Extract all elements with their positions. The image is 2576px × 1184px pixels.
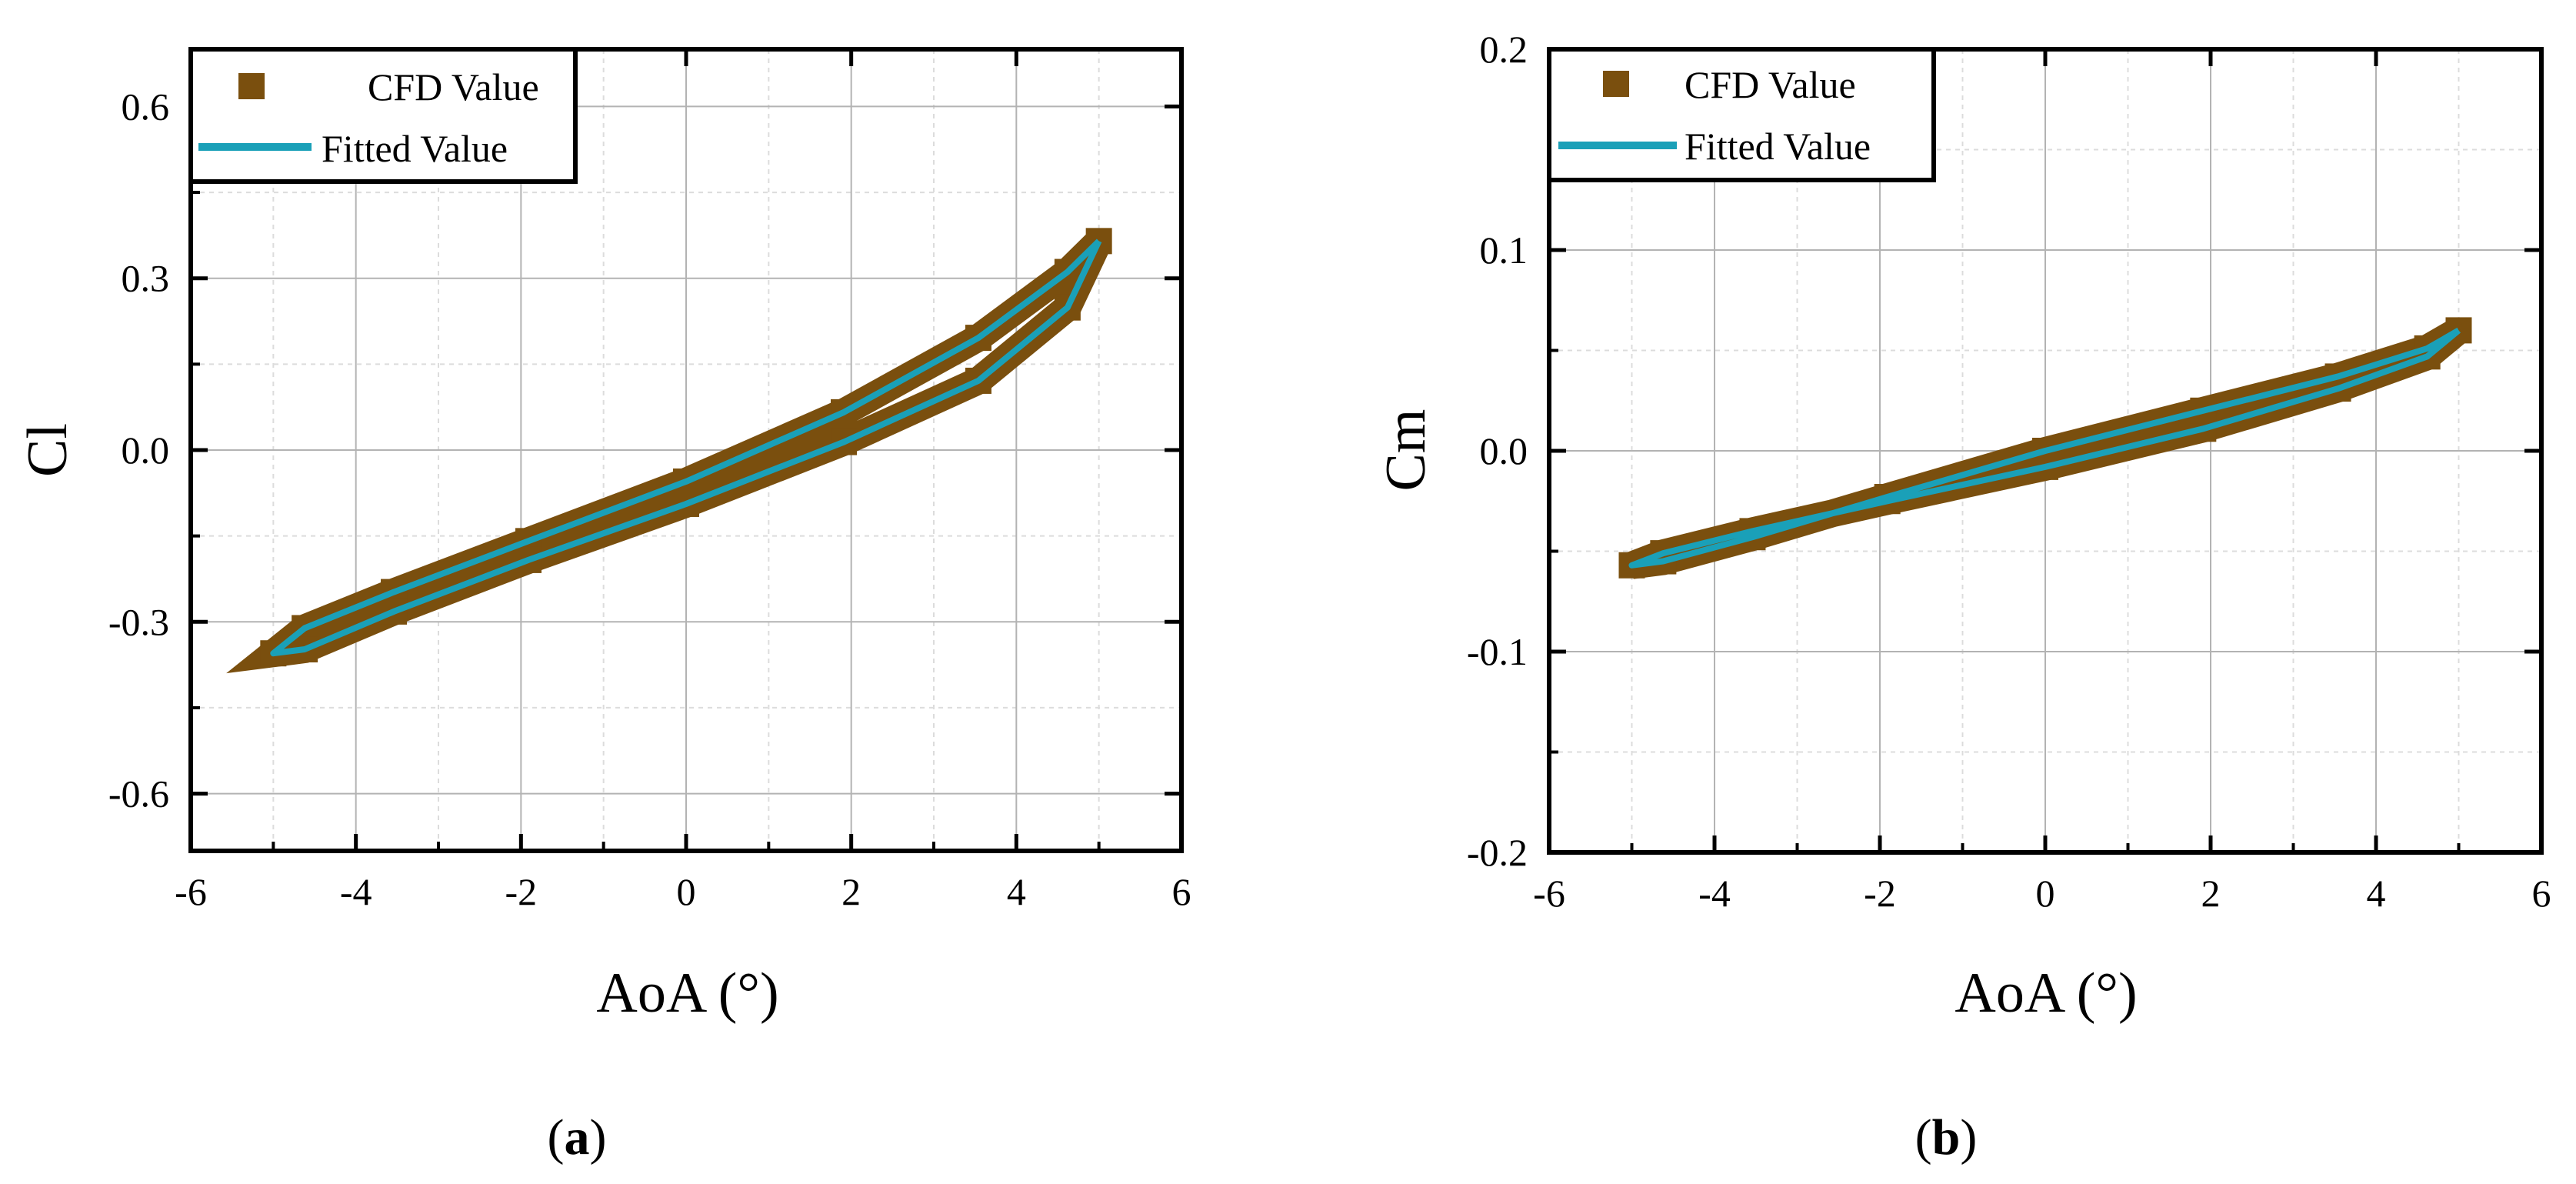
panel-b-series	[1618, 317, 2472, 579]
panel-a-y-tick-label: -0.3	[108, 600, 169, 643]
panel-a-y-tick-label: -0.6	[108, 772, 169, 815]
panel-b-x-tick-label: 6	[2532, 872, 2551, 915]
panel-b-x-tick-label: -2	[1864, 872, 1896, 915]
panel-a-fitted-line	[270, 238, 1102, 657]
panel-a-axes-frame	[188, 47, 1184, 853]
panel-a-ticks	[188, 49, 1184, 851]
panel-a-y-tick-label: 0.0	[122, 429, 170, 472]
panel-a-x-tick-label: -6	[175, 870, 207, 913]
panel-a-legend-fitted-label: Fitted Value	[322, 127, 508, 170]
panel-b-y-tick-label: 0.0	[1480, 429, 1528, 472]
panel-b-legend-fitted-label: Fitted Value	[1685, 125, 1871, 168]
panel-a-y-tick-label: 0.3	[122, 257, 170, 300]
panel-a-y-tick-labels: -0.6 -0.3 0.0 0.3 0.6	[108, 85, 169, 815]
panel-b-fitted-line	[1628, 327, 2461, 569]
panel-b-legend-cfd-label: CFD Value	[1685, 63, 1856, 106]
panel-b-legend: CFD Value Fitted Value	[1547, 47, 1936, 182]
panel-b-x-tick-label: 4	[2367, 872, 2386, 915]
panel-a-x-tick-label: 2	[841, 870, 861, 913]
panel-b-y-tick-labels: -0.2 -0.1 0.0 0.1 0.2	[1467, 28, 1528, 874]
panel-b-y-tick-label: -0.1	[1467, 630, 1528, 673]
panel-b-axes-frame	[1547, 47, 2544, 855]
panel-a-caption: (a)	[548, 1109, 607, 1166]
panel-a-x-axis-title: AoA (°)	[596, 962, 778, 1025]
panel-b-y-tick-label: 0.1	[1480, 228, 1528, 272]
panel-b-cm-plot: -6 -4 -2 0 2 4 6 -0.2 -0.1 0.0 0.1 0.2 CFD Value F…	[1375, 28, 2551, 1166]
panel-b-x-tick-label: 0	[2036, 872, 2055, 915]
panel-a-cl-plot: -6 -4 -2 0 2 4 6 -0.6 -0.3 0.0 0.3 0.6 CFD Value F…	[16, 47, 1191, 1166]
panel-a-legend-cfd-label: CFD Value	[368, 65, 539, 108]
panel-a-legend-box	[188, 47, 578, 184]
panel-b-y-tick-label: -0.2	[1467, 831, 1528, 874]
panel-a-x-tick-label: 4	[1007, 870, 1026, 913]
panel-a-x-tick-label: 0	[677, 870, 696, 913]
panel-a-series	[226, 228, 1112, 674]
panel-b-y-tick-label: 0.2	[1480, 28, 1528, 71]
panel-a-legend: CFD Value Fitted Value	[188, 47, 578, 184]
panel-a-y-tick-label: 0.6	[122, 85, 170, 128]
panel-b-x-tick-label: -6	[1533, 872, 1565, 915]
panel-b-x-tick-label: -4	[1698, 872, 1731, 915]
panel-a-x-tick-label: -2	[505, 870, 538, 913]
panel-a-legend-cfd-marker	[238, 73, 265, 99]
panel-b-x-axis-title: AoA (°)	[1954, 962, 2137, 1025]
panel-a-x-tick-label: 6	[1172, 870, 1191, 913]
panel-b-x-tick-labels: -6 -4 -2 0 2 4 6	[1533, 872, 2551, 915]
panel-b-y-axis-title: Cm	[1375, 409, 1438, 492]
panel-a-x-tick-labels: -6 -4 -2 0 2 4 6	[175, 870, 1191, 913]
panel-b-caption: (b)	[1915, 1109, 1978, 1166]
panel-b-legend-cfd-marker	[1603, 71, 1629, 97]
panel-a-y-axis-title: Cl	[16, 423, 79, 477]
panel-a-x-tick-label: -4	[340, 870, 372, 913]
panel-b-x-tick-label: 2	[2201, 872, 2221, 915]
